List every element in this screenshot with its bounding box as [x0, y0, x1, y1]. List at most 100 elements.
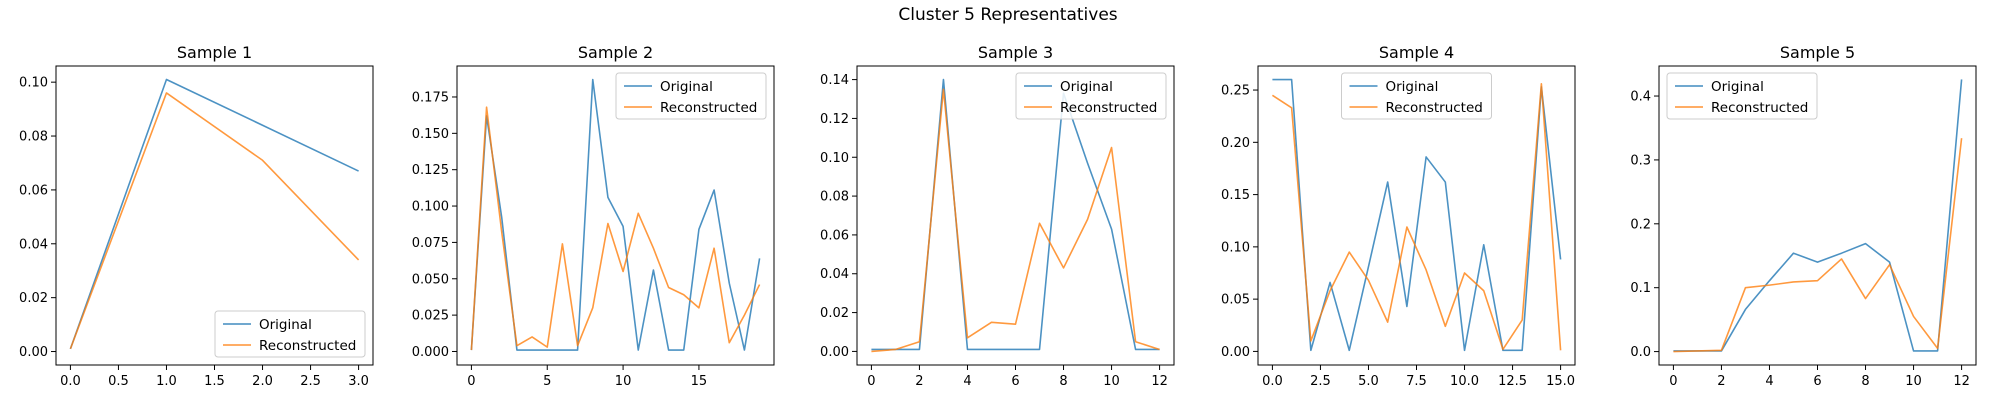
y-tick-label: 0.175 [412, 90, 449, 105]
subplot-2: Sample 2 0 5 10 15 0.000 0.025 0.050 0.075 0.100 0… [412, 43, 775, 389]
legend-label-original: Original [660, 79, 713, 95]
y-tick-label: 0.04 [19, 237, 48, 252]
legend-label-reconstructed: Reconstructed [1386, 100, 1483, 116]
y-tick-label: 0.0 [1630, 345, 1651, 360]
y-tick-label: 0.25 [1221, 84, 1250, 99]
legend-label-reconstructed: Reconstructed [1060, 100, 1157, 116]
x-tick-label: 10 [1905, 374, 1922, 389]
y-tick-label: 0.06 [19, 183, 48, 198]
series-line-original [1673, 79, 1963, 352]
y-tick-label: 0.06 [820, 228, 849, 243]
subplot-5: Sample 5 0 2 4 6 8 10 12 0.0 0.1 0.2 0.3 0.4 Original… [1630, 43, 1977, 389]
subplot-title: Sample 5 [1780, 43, 1855, 62]
subplot-title: Sample 2 [578, 43, 653, 62]
y-tick-label: 0.04 [820, 267, 849, 282]
x-tick-label: 5 [543, 374, 551, 389]
subplot-3: Sample 3 0 2 4 6 8 10 12 0.00 0.02 0.04 0.06 0.08 0.1… [820, 43, 1175, 389]
series-line-reconstructed [1673, 138, 1963, 353]
axes-frame [456, 65, 775, 366]
x-tick-label: 0.0 [1262, 374, 1283, 389]
y-tick-label: 0.02 [19, 291, 48, 306]
y-tick-label: 0.025 [412, 309, 449, 324]
x-tick-label: 8 [1861, 374, 1869, 389]
series-line-reconstructed [871, 88, 1160, 353]
x-tick-label: 3.0 [348, 374, 369, 389]
y-tick-label: 0.08 [820, 190, 849, 205]
subplots: Sample 10.0 0.5 1.0 1.5 2.0 2.5 3.00.000.020.0… [19, 43, 1977, 389]
subplot-title: Sample 3 [978, 43, 1053, 62]
y-tick-label: 0.125 [412, 163, 449, 178]
x-tick-label: 10 [1103, 374, 1120, 389]
x-tick-label: 2 [915, 374, 923, 389]
legend-box [1341, 72, 1492, 120]
x-tick-label: 0 [1669, 374, 1677, 389]
x-tick-label: 1.0 [156, 374, 177, 389]
figure-title: Cluster 5 Representatives [898, 5, 1117, 25]
series-line-original [69, 78, 359, 350]
x-tick-label: 12 [1151, 374, 1168, 389]
x-tick-label: 5.0 [1358, 374, 1379, 389]
x-tick-label: 6 [1813, 374, 1821, 389]
x-tick-label: 4 [1765, 374, 1773, 389]
subplot-title: Sample 4 [1379, 43, 1454, 62]
legend: Original Reconstructed [1015, 72, 1167, 120]
y-tick-label: 0.10 [820, 151, 849, 166]
x-tick-label: 8 [1059, 374, 1067, 389]
series-line-reconstructed [69, 92, 360, 350]
x-tick-label: 0 [467, 374, 475, 389]
legend-label-reconstructed: Reconstructed [259, 338, 356, 354]
legend-label-original: Original [1711, 79, 1764, 95]
x-tick-label: 2 [1717, 374, 1725, 389]
y-tick-label: 0.05 [1221, 293, 1250, 308]
y-tick-label: 0.20 [1221, 136, 1250, 151]
x-tick-label: 15 [691, 374, 708, 389]
legend-box [214, 310, 366, 358]
x-tick-label: 2.5 [1310, 374, 1331, 389]
legend-label-original: Original [1386, 79, 1439, 95]
legend-box [615, 72, 767, 120]
y-tick-label: 0.3 [1630, 153, 1651, 168]
y-tick-label: 0.00 [19, 345, 48, 360]
y-tick-label: 0.1 [1630, 281, 1651, 296]
x-tick-label: 0.5 [108, 374, 129, 389]
y-tick-label: 0.4 [1630, 90, 1651, 105]
x-tick-label: 6 [1011, 374, 1019, 389]
legend-label-reconstructed: Reconstructed [1711, 100, 1808, 116]
series-line-original [1272, 78, 1562, 352]
legend: Original Reconstructed [1341, 72, 1492, 120]
y-tick-label: 0.10 [1221, 240, 1250, 255]
y-tick-label: 0.050 [412, 272, 449, 287]
legend-label-original: Original [1060, 79, 1113, 95]
subplot-title: Sample 1 [177, 43, 252, 62]
x-tick-label: 7.5 [1406, 374, 1427, 389]
x-tick-label: 4 [963, 374, 971, 389]
x-tick-label: 0.0 [60, 374, 81, 389]
x-tick-label: 1.5 [204, 374, 225, 389]
y-tick-label: 0.000 [412, 345, 449, 360]
x-tick-label: 2.0 [252, 374, 273, 389]
y-tick-label: 0.14 [820, 73, 849, 88]
series-line-reconstructed [470, 106, 761, 351]
y-tick-label: 0.15 [1221, 188, 1250, 203]
x-tick-label: 10.0 [1450, 374, 1479, 389]
legend-box [1666, 72, 1818, 120]
y-tick-label: 0.075 [412, 236, 449, 251]
x-tick-label: 12 [1953, 374, 1970, 389]
x-tick-label: 15.0 [1546, 374, 1575, 389]
x-tick-label: 0 [867, 374, 875, 389]
legend-label-reconstructed: Reconstructed [660, 100, 757, 116]
legend-label-original: Original [259, 317, 312, 333]
legend-box [1015, 72, 1167, 120]
y-tick-label: 0.00 [1221, 345, 1250, 360]
x-tick-label: 12.5 [1498, 374, 1527, 389]
y-tick-label: 0.150 [412, 127, 449, 142]
series-line-original [470, 78, 761, 351]
y-tick-label: 0.00 [820, 345, 849, 360]
x-tick-label: 10 [615, 374, 632, 389]
legend: Original Reconstructed [615, 72, 767, 120]
series-line-reconstructed [1271, 82, 1562, 351]
y-tick-label: 0.100 [412, 200, 449, 215]
y-tick-label: 0.10 [19, 76, 48, 91]
legend: Original Reconstructed [1666, 72, 1818, 120]
